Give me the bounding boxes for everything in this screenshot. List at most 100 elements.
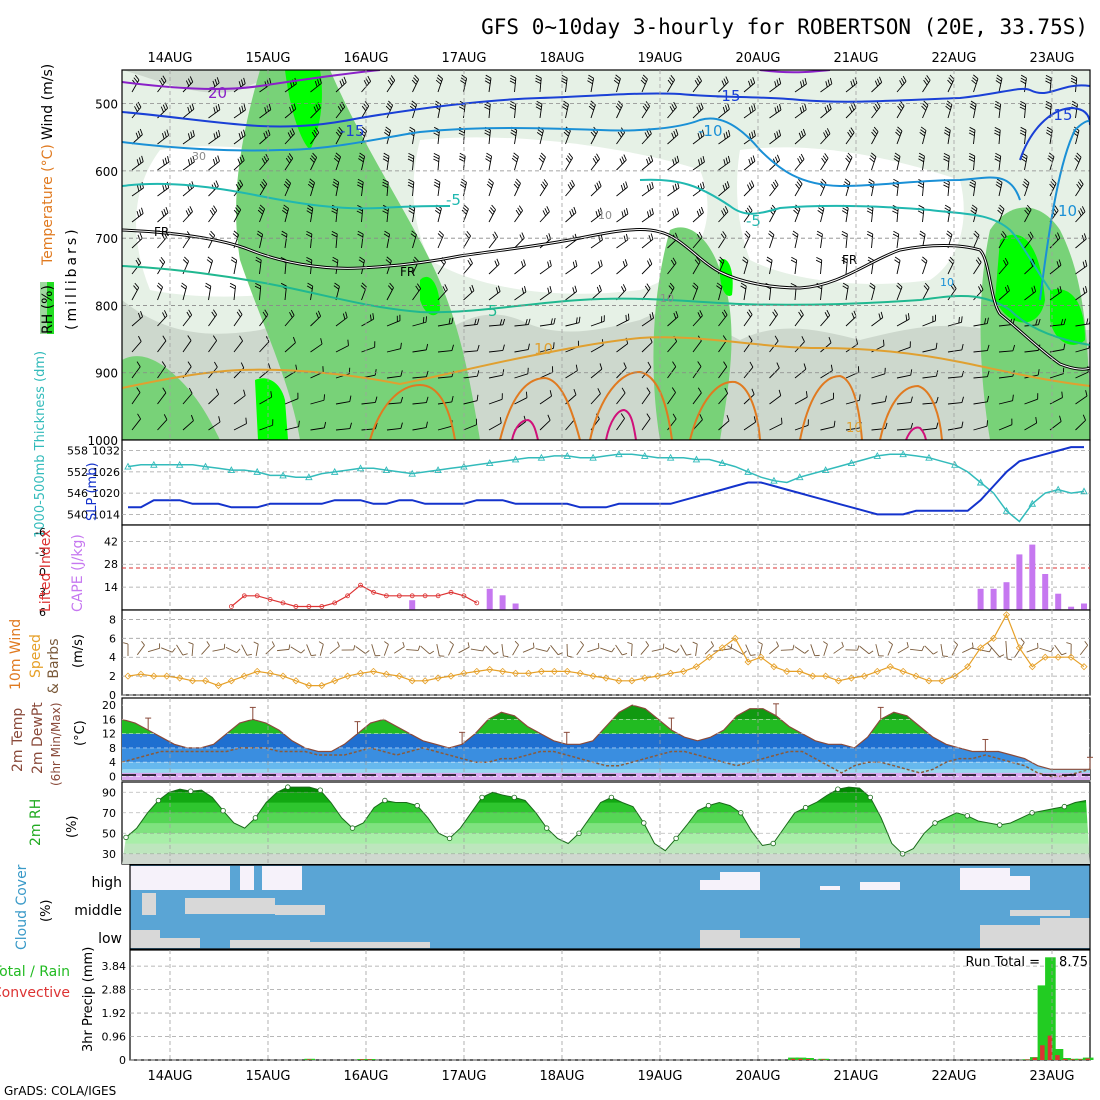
temp-band (122, 748, 1090, 762)
wind-tick-label: 2 (109, 670, 116, 683)
precip-conv-bar (806, 1059, 811, 1060)
upper-air-panel: 20 -15 -15 -15 -10 10 -5 -5 5 10 10 30 1… (40, 64, 1091, 448)
rh-axis: 90705030 (102, 786, 116, 861)
precip-conv-bar (307, 1059, 312, 1060)
date-label-bottom: 21AUG (833, 1069, 878, 1084)
precip-tick-label: 3.84 (102, 960, 127, 973)
rh-point (642, 821, 647, 826)
cloud-block (275, 905, 325, 915)
temp-ylabel-1: 2m Temp (10, 708, 26, 772)
pressure-tick-label: 800 (95, 299, 118, 313)
cloud-panel: high middle low Cloud Cover (%) (14, 864, 1090, 950)
rh-point (415, 803, 420, 808)
cloud-ylabel: Cloud Cover (14, 864, 30, 950)
rh-point (836, 787, 841, 792)
cape-bar (1042, 574, 1048, 610)
date-label-bottom: 18AUG (539, 1069, 584, 1084)
slp-tick-label: 1032 (92, 445, 120, 458)
wind-ylabel-3: & Barbs (46, 639, 62, 695)
cape-bar (1004, 582, 1010, 610)
wind-ylabel-2: Speed (28, 634, 44, 678)
precip-conv-bar (1063, 1059, 1068, 1060)
rh-band (122, 854, 1090, 864)
date-label-bottom: 15AUG (245, 1069, 290, 1084)
pressure-tick-label: 600 (95, 165, 118, 179)
ua-ylabel-wind: Wind (m/s) (40, 64, 56, 140)
wind-tick-label: 6 (109, 632, 116, 645)
wind-tick-label: 4 (109, 651, 116, 664)
cloud-block (230, 940, 310, 948)
precip-conv-bar (1078, 1059, 1083, 1060)
wind-ylabel-1: 10m Wind (8, 619, 24, 690)
cape-bar (487, 589, 493, 610)
date-label-bottom: 23AUG (1029, 1069, 1074, 1084)
precip-tick-label: 2.88 (102, 984, 127, 997)
thickness-frame (122, 440, 1090, 525)
precip-ylabel-conv: Convective (0, 985, 70, 1001)
rh-point (286, 785, 291, 790)
contour-label-minus5-a: -5 (446, 191, 461, 209)
precip-conv-bar (1086, 1059, 1091, 1061)
temp-tick-label: 8 (109, 742, 116, 755)
cloud-block (240, 866, 254, 890)
rh-point (156, 798, 161, 803)
cape-bar (978, 589, 984, 610)
rh-point (480, 795, 485, 800)
temp-ylabel-2: 2m DewPt (30, 702, 46, 774)
fr-label-2: FR (400, 265, 415, 279)
cape-bar (1016, 554, 1022, 610)
precip-tick-label: 1.92 (102, 1007, 127, 1020)
contour-label-10-b: 10 (846, 421, 863, 436)
temp-tick-label: 0 (109, 770, 116, 783)
precip-conv-bar (360, 1059, 365, 1060)
precip-conv-bar (367, 1059, 372, 1060)
precip-tick-label: 0 (119, 1054, 126, 1067)
cloud-level-low: low (98, 931, 122, 947)
precip-conv-bar (1033, 1058, 1038, 1060)
cloud-level-middle: middle (74, 903, 122, 919)
ua-ylabel-mb: (millibars) (64, 226, 80, 330)
pressure-tick-label: 900 (95, 367, 118, 381)
rh-point (1062, 804, 1067, 809)
temp-tick-label: 20 (102, 699, 116, 712)
temp-axis: 201612840 (102, 699, 116, 783)
date-label-top: 22AUG (931, 51, 976, 66)
precip-ylabel: 3hr Precip (mm) (81, 947, 96, 1052)
pressure-tick-label: 700 (95, 232, 118, 246)
cloud-block (185, 898, 275, 914)
date-label-top: 23AUG (1029, 51, 1074, 66)
contour-label-minus20: 20 (208, 84, 227, 102)
precip-tick-label: 0.96 (102, 1031, 127, 1044)
date-label-bottom: 19AUG (637, 1069, 682, 1084)
rh-point (803, 805, 808, 810)
rh-point (997, 823, 1002, 828)
pressure-axis: 5006007008009001000 (87, 98, 118, 448)
contour-label-minus10: -10 (698, 122, 723, 140)
precip-conv-bar (1040, 1045, 1045, 1060)
chart-title: GFS 0~10day 3-hourly for ROBERTSON (20E,… (481, 15, 1088, 39)
rh-point (124, 835, 129, 840)
rh-point (188, 789, 193, 794)
cloud-block (960, 868, 1010, 890)
rh-tick-label: 70 (102, 807, 116, 820)
date-label-top: 18AUG (539, 51, 584, 66)
date-label-bottom: 16AUG (343, 1069, 388, 1084)
rh-point (933, 821, 938, 826)
temp-tick-label: 4 (109, 756, 116, 769)
cloud-block (310, 942, 430, 948)
pressure-tick-label: 500 (95, 98, 118, 112)
rh-band (122, 823, 1090, 833)
cape-bar (1029, 545, 1035, 610)
rh-point (609, 795, 614, 800)
cape-ylabel: CAPE (J/kg) (70, 534, 86, 612)
temp2m-panel: 201612840 2m Temp 2m DewPt (6hr Min/Max)… (10, 691, 1093, 786)
precip-conv-bar (821, 1059, 826, 1060)
footer-credit: GrADS: COLA/IGES (4, 1084, 116, 1098)
contour-label-10: 10 (534, 340, 553, 358)
rh-band (122, 844, 1090, 854)
rh-tick-label: 30 (102, 848, 116, 861)
top-date-axis: 14AUG 15AUG 16AUG 17AUG 18AUG 19AUG 20AUG 21AUG… (147, 51, 1074, 66)
cloud-block (700, 930, 740, 948)
rh-label-10-c: 10 (940, 276, 954, 289)
rh-point (965, 814, 970, 819)
